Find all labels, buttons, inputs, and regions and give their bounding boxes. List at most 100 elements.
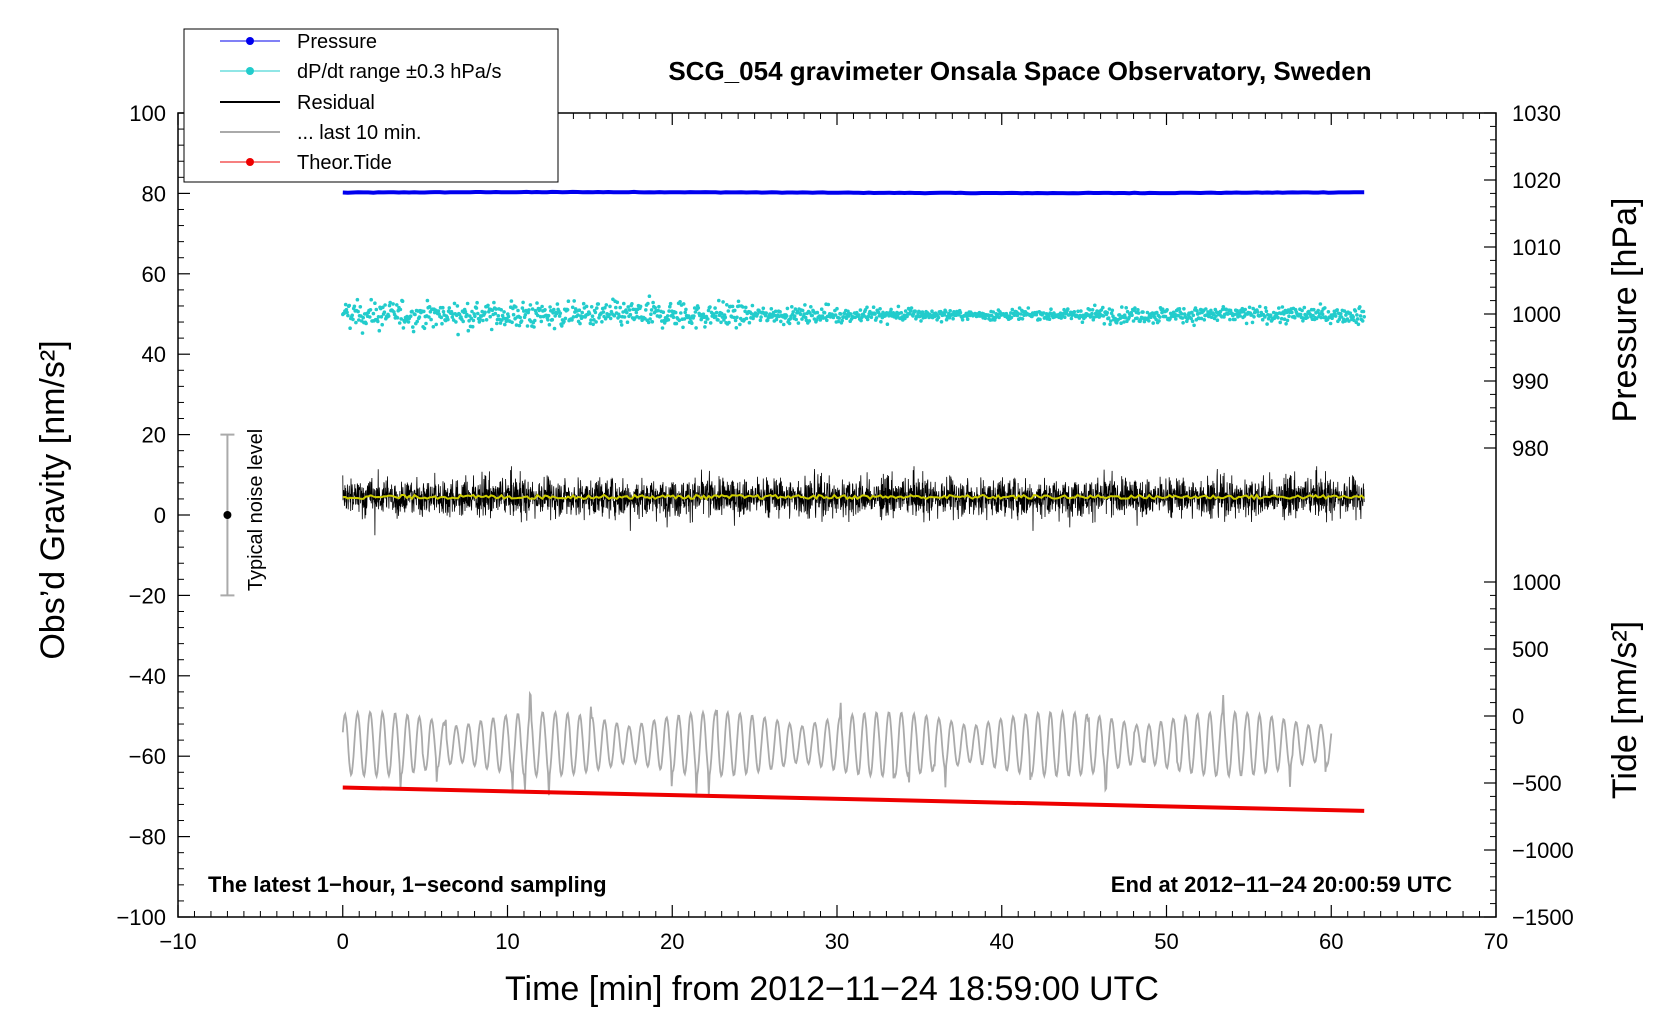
dpdt-point bbox=[486, 303, 490, 308]
dpdt-point bbox=[368, 315, 372, 319]
dpdt-point bbox=[741, 305, 745, 309]
dpdt-point bbox=[371, 311, 376, 316]
dpdt-point bbox=[625, 310, 629, 315]
dpdt-point bbox=[406, 320, 411, 324]
dpdt-point bbox=[447, 306, 452, 310]
dpdt-point bbox=[411, 329, 416, 334]
dpdt-point bbox=[538, 314, 543, 319]
dpdt-point bbox=[1182, 307, 1186, 311]
dpdt-point bbox=[673, 310, 678, 315]
dpdt-point bbox=[646, 301, 650, 306]
dpdt-point bbox=[626, 305, 630, 309]
dpdt-point bbox=[1221, 305, 1226, 309]
dpdt-point bbox=[572, 299, 576, 303]
dpdt-point bbox=[647, 294, 652, 299]
dpdt-point bbox=[717, 298, 721, 303]
y-tick-label: 40 bbox=[142, 342, 166, 367]
dpdt-point bbox=[560, 324, 564, 328]
y-axis-title-gravity: Obs’d Gravity [nm/s²] bbox=[34, 340, 72, 659]
y-tick-label: 100 bbox=[129, 101, 166, 126]
dpdt-point bbox=[1347, 319, 1351, 323]
dpdt-point bbox=[347, 303, 352, 308]
dpdt-point bbox=[1147, 319, 1151, 323]
dpdt-point bbox=[1017, 306, 1022, 310]
dpdt-point bbox=[377, 328, 382, 333]
dpdt-point bbox=[648, 317, 652, 321]
dpdt-point bbox=[540, 304, 544, 309]
dpdt-point bbox=[1182, 312, 1187, 316]
dpdt-point bbox=[417, 315, 422, 319]
dpdt-point bbox=[719, 311, 724, 316]
dpdt-point bbox=[711, 312, 716, 316]
dpdt-point bbox=[714, 310, 719, 315]
dpdt-point bbox=[518, 315, 522, 320]
dpdt-point bbox=[395, 303, 399, 307]
dpdt-point bbox=[677, 318, 682, 323]
dpdt-point bbox=[1136, 308, 1140, 312]
x-tick-label: 30 bbox=[825, 929, 849, 954]
dpdt-point bbox=[773, 309, 778, 314]
dpdt-point bbox=[1280, 305, 1285, 309]
dpdt-point bbox=[1348, 311, 1353, 316]
dpdt-point bbox=[361, 315, 366, 320]
dpdt-point bbox=[666, 318, 671, 322]
dpdt-point bbox=[1193, 306, 1198, 310]
dpdt-point bbox=[1080, 320, 1085, 325]
dpdt-point bbox=[493, 311, 498, 316]
dpdt-point bbox=[1305, 315, 1309, 320]
dpdt-point bbox=[849, 312, 853, 316]
dpdt-point bbox=[357, 318, 361, 322]
legend: Pressure dP/dt range ±0.3 hPa/s Residual… bbox=[183, 28, 559, 183]
dpdt-point bbox=[538, 307, 542, 311]
dpdt-point bbox=[380, 322, 385, 327]
dpdt-point bbox=[688, 316, 693, 321]
dpdt-point bbox=[539, 319, 544, 324]
dpdt-point bbox=[838, 312, 843, 316]
dpdt-point bbox=[1019, 312, 1023, 316]
dpdt-point bbox=[530, 307, 535, 311]
dpdt-point bbox=[930, 309, 934, 314]
dpdt-point bbox=[859, 318, 863, 323]
dpdt-point bbox=[554, 311, 559, 316]
dpdt-point bbox=[725, 303, 729, 307]
dpdt-point bbox=[1154, 317, 1158, 322]
dpdt-point bbox=[708, 305, 712, 309]
dpdt-point bbox=[492, 300, 496, 305]
dpdt-point bbox=[1163, 314, 1168, 319]
dpdt-point bbox=[658, 314, 663, 318]
y-tick-label: 0 bbox=[154, 503, 166, 528]
noise-indicator-label: Typical noise level bbox=[245, 429, 267, 591]
dpdt-point bbox=[747, 320, 752, 325]
dpdt-point bbox=[671, 315, 676, 320]
dpdt-point bbox=[502, 310, 506, 314]
dpdt-point bbox=[857, 313, 861, 317]
dpdt-point bbox=[681, 325, 685, 330]
dpdt-point bbox=[1041, 311, 1046, 315]
dpdt-point bbox=[490, 308, 495, 313]
dpdt-point bbox=[1250, 320, 1255, 325]
dpdt-point bbox=[909, 309, 913, 313]
pressure-tick-label: 1000 bbox=[1512, 302, 1561, 327]
dpdt-point bbox=[800, 308, 805, 313]
dpdt-point bbox=[948, 309, 952, 313]
dpdt-point bbox=[473, 314, 477, 319]
dpdt-point bbox=[909, 306, 914, 310]
dpdt-point bbox=[787, 321, 792, 326]
dpdt-point bbox=[1133, 306, 1137, 310]
dpdt-point bbox=[833, 313, 838, 317]
dpdt-point bbox=[1160, 307, 1165, 312]
dpdt-point bbox=[526, 310, 530, 315]
dpdt-point bbox=[1285, 318, 1290, 323]
dpdt-point bbox=[1265, 322, 1269, 326]
dpdt-point bbox=[734, 326, 739, 330]
tide-tick-label: −1000 bbox=[1512, 838, 1574, 863]
dpdt-point bbox=[692, 314, 696, 318]
dpdt-point bbox=[947, 315, 952, 320]
dpdt-point bbox=[470, 324, 475, 329]
dpdt-point bbox=[1339, 315, 1344, 319]
dpdt-point bbox=[510, 320, 514, 325]
axes-layer: −10 0 10 20 30 40 50 60 70−100−80−60−40−20020406… bbox=[116, 101, 1573, 954]
dpdt-point bbox=[1278, 320, 1282, 325]
dpdt-point bbox=[1072, 310, 1077, 314]
series-tide-line bbox=[342, 785, 1365, 813]
